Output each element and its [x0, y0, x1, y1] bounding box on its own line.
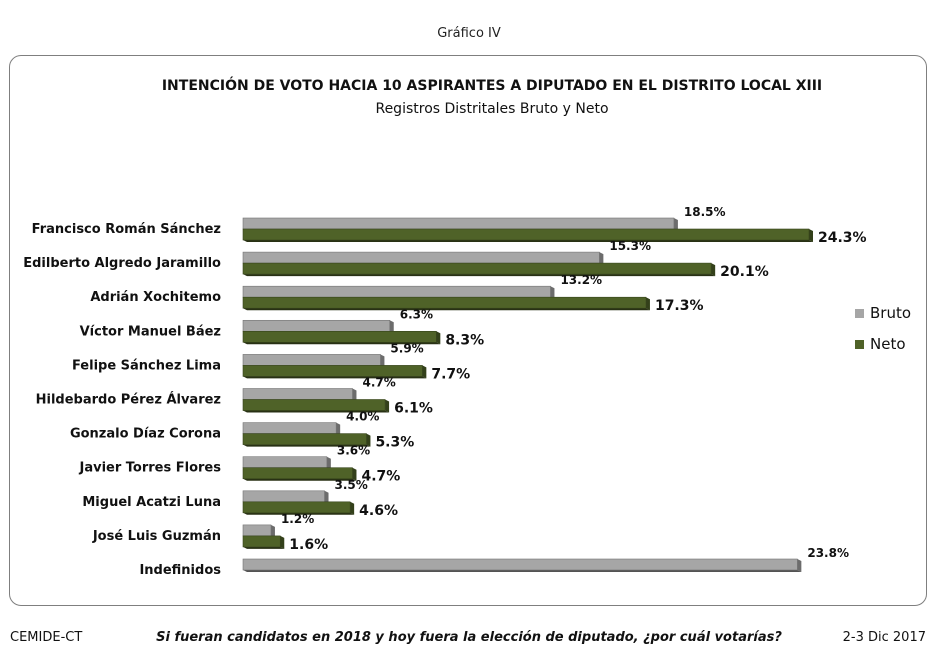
neto-bar-side — [711, 263, 716, 277]
bruto-bar-side — [389, 320, 394, 334]
bruto-bar — [242, 388, 353, 400]
bruto-bar — [242, 524, 272, 537]
neto-bar-bottom — [243, 274, 716, 277]
bruto-value-label: 23.8% — [807, 546, 849, 560]
bruto-bar-side — [336, 422, 341, 436]
neto-bar-bottom — [243, 308, 650, 311]
category-label: José Luis Guzmán — [92, 529, 221, 544]
neto-bar-side — [280, 535, 285, 549]
neto-value-label: 4.6% — [359, 503, 398, 519]
footer-question: Si fueran candidatos en 2018 y hoy fuera… — [156, 630, 782, 645]
bruto-bar — [242, 558, 798, 571]
category-label: Javier Torres Flores — [78, 461, 221, 476]
neto-bar — [242, 399, 386, 411]
neto-legend-swatch — [855, 340, 864, 349]
neto-bar-bottom — [243, 410, 390, 413]
neto-value-label: 4.7% — [361, 469, 400, 485]
bruto-value-label: 6.3% — [400, 307, 433, 321]
bruto-bar-side — [797, 559, 802, 572]
neto-bar — [242, 262, 712, 275]
category-label: Víctor Manuel Báez — [80, 324, 221, 339]
bruto-value-label: 5.9% — [390, 341, 423, 355]
neto-bar-bottom — [243, 512, 355, 515]
neto-value-label: 24.3% — [818, 230, 867, 246]
figure-label: Gráfico IV — [437, 26, 501, 41]
bruto-bar — [242, 319, 391, 332]
bruto-bar-side — [326, 456, 331, 470]
neto-bar-side — [352, 467, 357, 481]
neto-bar-bottom — [243, 444, 371, 447]
neto-bar-side — [809, 229, 813, 242]
category-label: Gonzalo Díaz Corona — [70, 427, 221, 442]
category-label: Miguel Acatzi Luna — [82, 495, 221, 510]
neto-value-label: 7.7% — [431, 366, 470, 382]
neto-bar-side — [350, 501, 355, 515]
neto-bar — [242, 228, 810, 241]
bruto-bar-side — [673, 218, 678, 231]
bruto-bar-side — [270, 524, 275, 538]
neto-value-label: 6.1% — [394, 401, 433, 417]
chart-frame — [9, 55, 927, 606]
neto-bar-side — [645, 297, 650, 311]
bruto-value-label: 15.3% — [609, 239, 651, 253]
neto-value-label: 5.3% — [375, 435, 414, 451]
neto-bar-bottom — [243, 342, 441, 345]
neto-bar — [242, 330, 437, 343]
bruto-bar-bottom — [243, 570, 802, 572]
bruto-value-label: 18.5% — [684, 205, 726, 219]
neto-bar-bottom — [243, 376, 427, 379]
bruto-bar — [242, 285, 551, 298]
neto-bar — [242, 501, 351, 514]
category-label: Edilberto Algredo Jaramillo — [23, 256, 221, 271]
bruto-bar — [242, 422, 337, 434]
neto-bar — [242, 296, 647, 309]
neto-value-label: 17.3% — [655, 298, 704, 314]
neto-bar — [242, 535, 281, 548]
category-label: Francisco Román Sánchez — [32, 222, 221, 237]
bruto-bar — [242, 354, 381, 366]
bruto-value-label: 1.2% — [281, 512, 314, 526]
neto-bar — [242, 433, 367, 445]
bruto-bar-side — [380, 354, 385, 368]
category-label: Adrián Xochitemo — [90, 290, 221, 305]
bruto-bar — [242, 490, 325, 503]
neto-value-label: 20.1% — [720, 264, 769, 280]
footer-date: 2-3 Dic 2017 — [842, 630, 926, 645]
neto-bar-side — [422, 365, 427, 379]
bruto-bar-side — [599, 252, 604, 266]
neto-value-label: 1.6% — [289, 537, 328, 553]
bruto-bar-side — [550, 286, 555, 300]
neto-legend-label: Neto — [870, 335, 906, 353]
neto-bar-bottom — [243, 478, 357, 481]
bruto-bar-side — [352, 388, 357, 402]
bruto-bar — [242, 251, 600, 264]
neto-bar-side — [366, 433, 371, 447]
bruto-bar — [242, 456, 328, 469]
category-label: Hildebardo Pérez Álvarez — [36, 392, 221, 408]
neto-bar — [242, 467, 353, 480]
bruto-value-label: 3.6% — [337, 444, 370, 458]
neto-bar — [242, 365, 423, 377]
bruto-value-label: 4.0% — [346, 410, 379, 424]
neto-bar-bottom — [243, 240, 813, 242]
bruto-legend-swatch — [855, 309, 864, 318]
neto-bar-side — [436, 331, 441, 345]
footer-source: CEMIDE-CT — [10, 630, 83, 645]
neto-bar-bottom — [243, 546, 285, 549]
category-label: Felipe Sánchez Lima — [72, 358, 221, 373]
category-label: Indefinidos — [139, 563, 221, 578]
chart-title: INTENCIÓN DE VOTO HACIA 10 ASPIRANTES A … — [161, 78, 823, 94]
neto-value-label: 8.3% — [445, 332, 484, 348]
bruto-legend-label: Bruto — [870, 304, 911, 322]
bruto-value-label: 3.5% — [335, 478, 368, 492]
bruto-bar — [242, 217, 675, 230]
bruto-value-label: 13.2% — [560, 273, 602, 287]
bruto-bar-side — [324, 490, 329, 504]
neto-bar-side — [385, 399, 390, 413]
bruto-value-label: 4.7% — [362, 376, 395, 390]
chart-subtitle: Registros Distritales Bruto y Neto — [375, 101, 609, 117]
